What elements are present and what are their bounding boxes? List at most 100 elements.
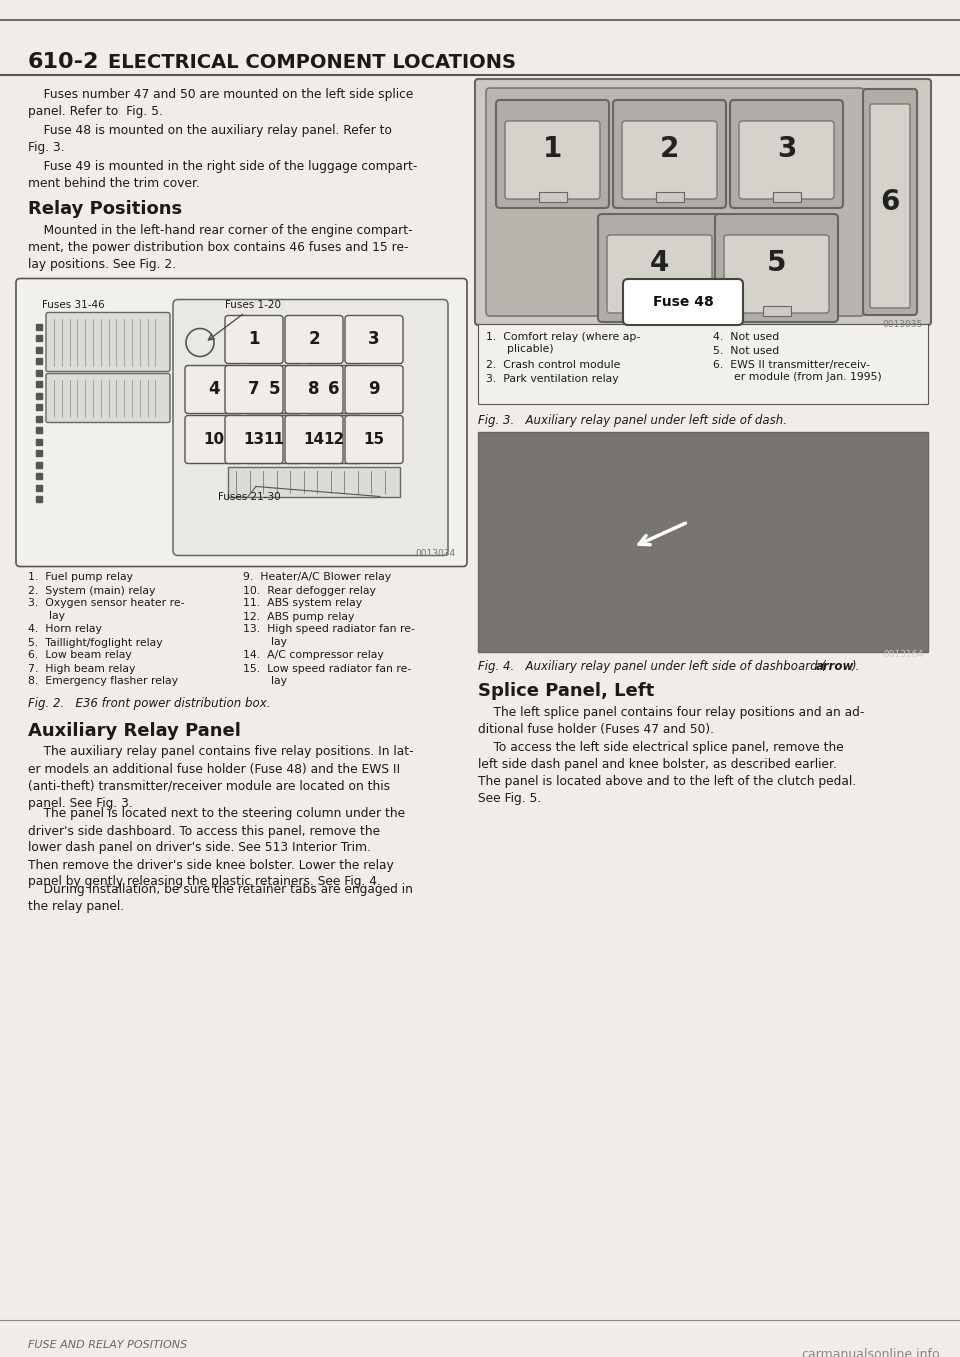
Text: 1.  Comfort relay (where ap-
      plicable): 1. Comfort relay (where ap- plicable) bbox=[486, 332, 640, 354]
Text: Fuses 21-30: Fuses 21-30 bbox=[218, 493, 280, 502]
Text: 6: 6 bbox=[880, 189, 900, 216]
Text: Fig. 2.   E36 front power distribution box.: Fig. 2. E36 front power distribution box… bbox=[28, 697, 271, 711]
Text: FUSE AND RELAY POSITIONS: FUSE AND RELAY POSITIONS bbox=[28, 1339, 187, 1350]
Bar bbox=[478, 432, 928, 651]
Text: 10: 10 bbox=[204, 432, 225, 446]
FancyBboxPatch shape bbox=[622, 121, 717, 199]
Text: 0013164: 0013164 bbox=[883, 650, 923, 660]
Text: 610-2: 610-2 bbox=[28, 52, 100, 72]
Text: Fig. 4.   Auxiliary relay panel under left side of dashboard (: Fig. 4. Auxiliary relay panel under left… bbox=[478, 660, 826, 673]
Text: 14.  A/C compressor relay: 14. A/C compressor relay bbox=[243, 650, 384, 661]
Text: 7.  High beam relay: 7. High beam relay bbox=[28, 664, 135, 673]
Text: 4: 4 bbox=[208, 380, 220, 399]
Text: Fuse 49 is mounted in the right side of the luggage compart-
ment behind the tri: Fuse 49 is mounted in the right side of … bbox=[28, 160, 418, 190]
Text: Fuse 48: Fuse 48 bbox=[653, 294, 713, 309]
Bar bbox=[539, 191, 566, 202]
Text: 4.  Horn relay: 4. Horn relay bbox=[28, 624, 102, 635]
Text: Fuses number 47 and 50 are mounted on the left side splice
panel. Refer to  Fig.: Fuses number 47 and 50 are mounted on th… bbox=[28, 88, 414, 118]
Text: 1: 1 bbox=[249, 331, 260, 349]
FancyBboxPatch shape bbox=[345, 415, 403, 464]
Text: 13.  High speed radiator fan re-
        lay: 13. High speed radiator fan re- lay bbox=[243, 624, 415, 647]
Text: 10.  Rear defogger relay: 10. Rear defogger relay bbox=[243, 585, 376, 596]
FancyBboxPatch shape bbox=[173, 300, 448, 555]
Text: 8.  Emergency flasher relay: 8. Emergency flasher relay bbox=[28, 677, 178, 687]
Text: Fuse 48 is mounted on the auxiliary relay panel. Refer to
Fig. 3.: Fuse 48 is mounted on the auxiliary rela… bbox=[28, 123, 392, 153]
Text: 9: 9 bbox=[369, 380, 380, 399]
FancyBboxPatch shape bbox=[305, 365, 363, 414]
Text: arrow: arrow bbox=[816, 660, 854, 673]
Bar bbox=[645, 305, 674, 316]
Text: 4.  Not used: 4. Not used bbox=[713, 332, 780, 342]
FancyBboxPatch shape bbox=[715, 214, 838, 322]
Text: Auxiliary Relay Panel: Auxiliary Relay Panel bbox=[28, 722, 241, 740]
Text: 4: 4 bbox=[650, 248, 669, 277]
Text: The left splice panel contains four relay positions and an ad-
ditional fuse hol: The left splice panel contains four rela… bbox=[478, 706, 864, 735]
FancyBboxPatch shape bbox=[225, 315, 283, 364]
Text: 6: 6 bbox=[328, 380, 340, 399]
FancyBboxPatch shape bbox=[739, 121, 834, 199]
Text: 9.  Heater/A/C Blower relay: 9. Heater/A/C Blower relay bbox=[243, 573, 391, 582]
Text: 7: 7 bbox=[249, 380, 260, 399]
FancyBboxPatch shape bbox=[345, 315, 403, 364]
Text: 12: 12 bbox=[324, 432, 345, 446]
FancyBboxPatch shape bbox=[730, 100, 843, 208]
Text: To access the left side electrical splice panel, remove the
left side dash panel: To access the left side electrical splic… bbox=[478, 741, 856, 805]
Bar bbox=[656, 191, 684, 202]
Text: During installation, be sure the retainer tabs are engaged in
the relay panel.: During installation, be sure the retaine… bbox=[28, 883, 413, 913]
Bar bbox=[228, 467, 400, 497]
Text: Fig. 3.   Auxiliary relay panel under left side of dash.: Fig. 3. Auxiliary relay panel under left… bbox=[478, 414, 787, 427]
Text: Splice Panel, Left: Splice Panel, Left bbox=[478, 683, 655, 700]
Bar bbox=[762, 305, 790, 316]
FancyBboxPatch shape bbox=[486, 88, 864, 316]
Text: 3: 3 bbox=[777, 134, 796, 163]
Text: 8: 8 bbox=[308, 380, 320, 399]
Text: 2: 2 bbox=[660, 134, 679, 163]
Text: 5.  Not used: 5. Not used bbox=[713, 346, 780, 356]
Text: 5: 5 bbox=[268, 380, 279, 399]
FancyBboxPatch shape bbox=[285, 365, 343, 414]
FancyBboxPatch shape bbox=[863, 90, 917, 315]
Bar bbox=[773, 191, 801, 202]
Text: 3.  Oxygen sensor heater re-
      lay: 3. Oxygen sensor heater re- lay bbox=[28, 598, 184, 622]
FancyBboxPatch shape bbox=[496, 100, 609, 208]
Text: 11.  ABS system relay: 11. ABS system relay bbox=[243, 598, 362, 608]
Text: Fuses 1-20: Fuses 1-20 bbox=[225, 300, 281, 311]
Text: 1: 1 bbox=[542, 134, 563, 163]
Text: 12.  ABS pump relay: 12. ABS pump relay bbox=[243, 612, 354, 622]
Text: 13: 13 bbox=[244, 432, 265, 446]
Text: ).: ). bbox=[852, 660, 860, 673]
Text: The panel is located next to the steering column under the
driver's side dashboa: The panel is located next to the steerin… bbox=[28, 807, 405, 889]
Text: 2.  System (main) relay: 2. System (main) relay bbox=[28, 585, 156, 596]
Text: 11: 11 bbox=[263, 432, 284, 446]
Text: 1.  Fuel pump relay: 1. Fuel pump relay bbox=[28, 573, 133, 582]
FancyBboxPatch shape bbox=[305, 415, 363, 464]
FancyBboxPatch shape bbox=[613, 100, 726, 208]
FancyBboxPatch shape bbox=[724, 235, 829, 313]
Text: 5: 5 bbox=[767, 248, 786, 277]
FancyBboxPatch shape bbox=[505, 121, 600, 199]
FancyBboxPatch shape bbox=[245, 365, 303, 414]
FancyBboxPatch shape bbox=[285, 415, 343, 464]
FancyBboxPatch shape bbox=[607, 235, 712, 313]
Text: 6.  EWS II transmitter/receiv-
      er module (from Jan. 1995): 6. EWS II transmitter/receiv- er module … bbox=[713, 360, 881, 383]
Text: 14: 14 bbox=[303, 432, 324, 446]
Text: 0013034: 0013034 bbox=[415, 550, 455, 559]
Text: Fuses 31-46: Fuses 31-46 bbox=[42, 300, 105, 311]
FancyBboxPatch shape bbox=[225, 365, 283, 414]
Text: 2.  Crash control module: 2. Crash control module bbox=[486, 360, 620, 370]
Text: 6.  Low beam relay: 6. Low beam relay bbox=[28, 650, 132, 661]
Text: 5.  Taillight/foglight relay: 5. Taillight/foglight relay bbox=[28, 638, 162, 647]
FancyBboxPatch shape bbox=[185, 415, 243, 464]
FancyBboxPatch shape bbox=[598, 214, 721, 322]
Text: ELECTRICAL COMPONENT LOCATIONS: ELECTRICAL COMPONENT LOCATIONS bbox=[108, 53, 516, 72]
FancyBboxPatch shape bbox=[475, 79, 931, 324]
Text: 2: 2 bbox=[308, 331, 320, 349]
FancyBboxPatch shape bbox=[46, 373, 170, 422]
Bar bbox=[478, 324, 928, 404]
FancyBboxPatch shape bbox=[870, 104, 910, 308]
FancyBboxPatch shape bbox=[185, 365, 243, 414]
FancyBboxPatch shape bbox=[225, 415, 283, 464]
Text: The auxiliary relay panel contains five relay positions. In lat-
er models an ad: The auxiliary relay panel contains five … bbox=[28, 745, 414, 810]
Text: carmanualsonline.info: carmanualsonline.info bbox=[802, 1348, 940, 1357]
FancyBboxPatch shape bbox=[345, 365, 403, 414]
